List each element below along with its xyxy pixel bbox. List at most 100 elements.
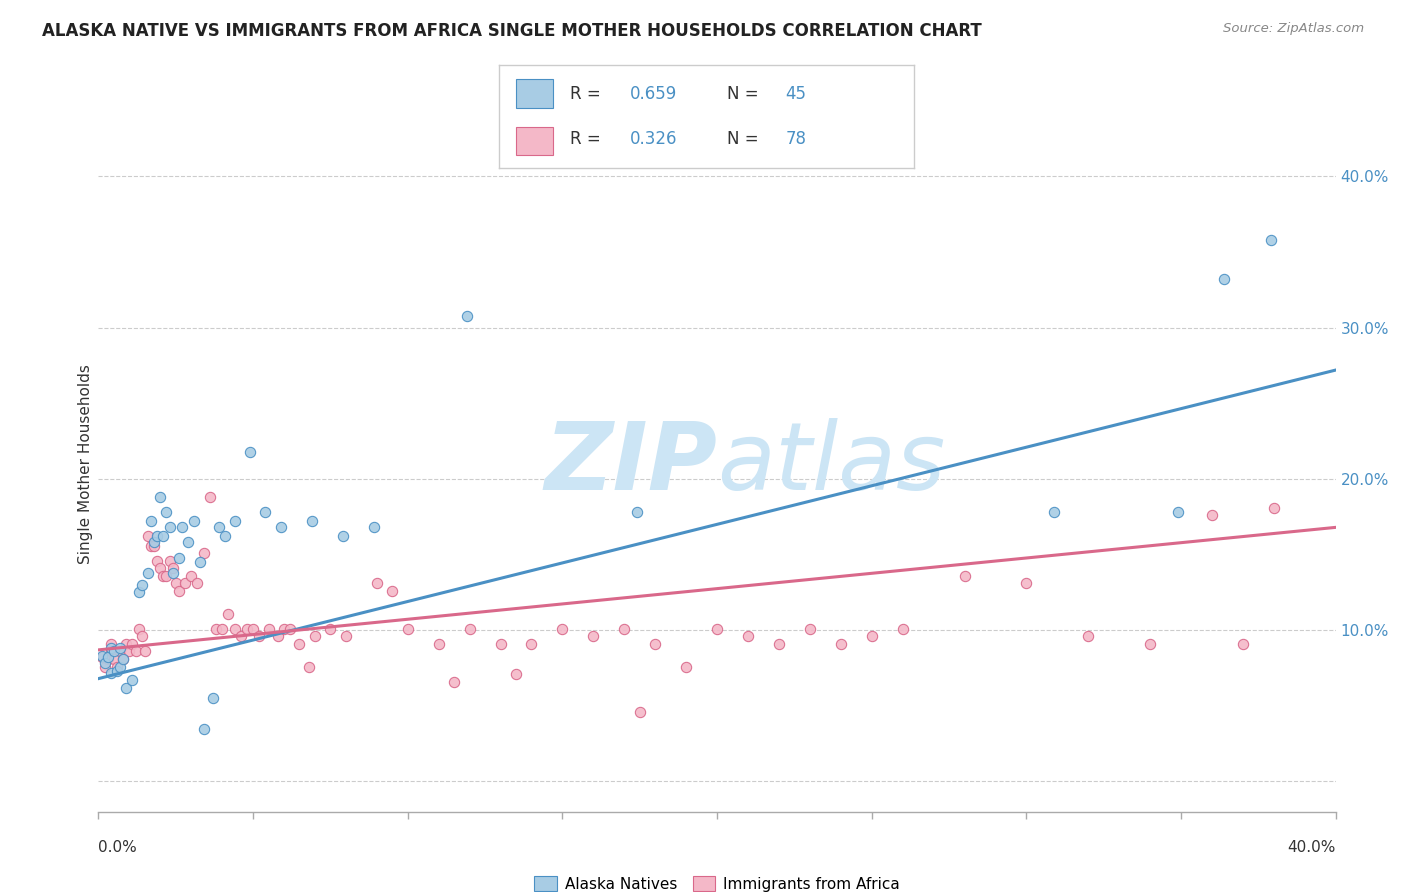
Point xyxy=(108,659,131,673)
Point xyxy=(105,659,128,673)
Point xyxy=(257,622,280,636)
Point xyxy=(1260,233,1282,247)
Point xyxy=(93,659,115,673)
Point xyxy=(229,629,252,643)
Point xyxy=(131,578,153,592)
Point xyxy=(830,637,852,651)
Point xyxy=(139,514,162,528)
Point xyxy=(100,641,122,656)
Point xyxy=(170,520,193,534)
Text: R =: R = xyxy=(569,85,606,103)
Point xyxy=(706,622,728,636)
Point xyxy=(193,722,215,736)
Point xyxy=(224,622,246,636)
Point xyxy=(97,652,120,666)
Point xyxy=(136,566,159,580)
Point xyxy=(489,637,512,651)
Point xyxy=(167,583,190,598)
Point xyxy=(1015,576,1038,591)
Point xyxy=(675,659,697,673)
Text: 40.0%: 40.0% xyxy=(1288,840,1336,855)
Point xyxy=(198,490,221,504)
Point xyxy=(737,629,759,643)
Text: Source: ZipAtlas.com: Source: ZipAtlas.com xyxy=(1223,22,1364,36)
Point xyxy=(155,568,177,582)
Point xyxy=(211,622,233,636)
Point xyxy=(582,629,605,643)
Point xyxy=(149,561,172,575)
Point xyxy=(1043,505,1066,519)
Point xyxy=(613,622,636,636)
Text: ZIP: ZIP xyxy=(544,417,717,510)
Point xyxy=(159,554,181,568)
Point xyxy=(118,644,141,658)
Point xyxy=(267,629,290,643)
Point xyxy=(121,673,143,687)
Point xyxy=(860,629,883,643)
Point xyxy=(239,444,262,458)
Y-axis label: Single Mother Households: Single Mother Households xyxy=(77,364,93,564)
Point xyxy=(205,622,228,636)
Point xyxy=(90,648,112,663)
Point xyxy=(1201,508,1223,523)
Point xyxy=(159,520,181,534)
Text: ALASKA NATIVE VS IMMIGRANTS FROM AFRICA SINGLE MOTHER HOUSEHOLDS CORRELATION CHA: ALASKA NATIVE VS IMMIGRANTS FROM AFRICA … xyxy=(42,22,981,40)
Point xyxy=(124,644,146,658)
Point xyxy=(174,576,197,591)
Point xyxy=(301,514,323,528)
Point xyxy=(242,622,264,636)
Point xyxy=(143,535,166,549)
Point xyxy=(93,657,115,671)
Point xyxy=(214,529,236,543)
Point xyxy=(134,644,156,658)
Point xyxy=(224,514,246,528)
Bar xyxy=(516,79,553,108)
Point xyxy=(115,681,138,695)
Point xyxy=(443,674,465,689)
Text: N =: N = xyxy=(727,85,763,103)
Point xyxy=(193,546,215,560)
Point xyxy=(139,539,162,553)
Point xyxy=(115,637,138,651)
Point xyxy=(1263,500,1285,515)
Point xyxy=(427,637,450,651)
Point xyxy=(143,539,166,553)
Point xyxy=(644,637,666,651)
Point xyxy=(332,529,354,543)
Point xyxy=(152,568,174,582)
Point xyxy=(217,607,239,621)
Text: 0.326: 0.326 xyxy=(630,130,678,148)
Point xyxy=(136,529,159,543)
Text: 45: 45 xyxy=(786,85,806,103)
Text: 78: 78 xyxy=(786,130,806,148)
Point xyxy=(505,667,527,681)
Point xyxy=(236,622,259,636)
Point xyxy=(799,622,821,636)
Point xyxy=(1139,637,1161,651)
Point xyxy=(298,659,321,673)
Point xyxy=(520,637,543,651)
Point xyxy=(128,622,150,636)
Point xyxy=(105,664,128,678)
Text: 0.0%: 0.0% xyxy=(98,840,138,855)
Point xyxy=(121,637,143,651)
Point xyxy=(456,309,478,323)
Point xyxy=(146,554,169,568)
Point xyxy=(128,585,150,599)
Point xyxy=(100,644,122,658)
Point xyxy=(162,561,184,575)
Point xyxy=(891,622,914,636)
Point xyxy=(270,520,292,534)
Point xyxy=(304,629,326,643)
Point xyxy=(288,637,311,651)
Point xyxy=(953,568,976,582)
Point xyxy=(273,622,295,636)
Point xyxy=(167,550,190,565)
Point xyxy=(108,641,131,656)
Point xyxy=(183,514,205,528)
Point xyxy=(103,652,125,666)
Point xyxy=(112,652,135,666)
Point xyxy=(1213,272,1236,286)
Point xyxy=(458,622,481,636)
Point xyxy=(381,583,404,598)
